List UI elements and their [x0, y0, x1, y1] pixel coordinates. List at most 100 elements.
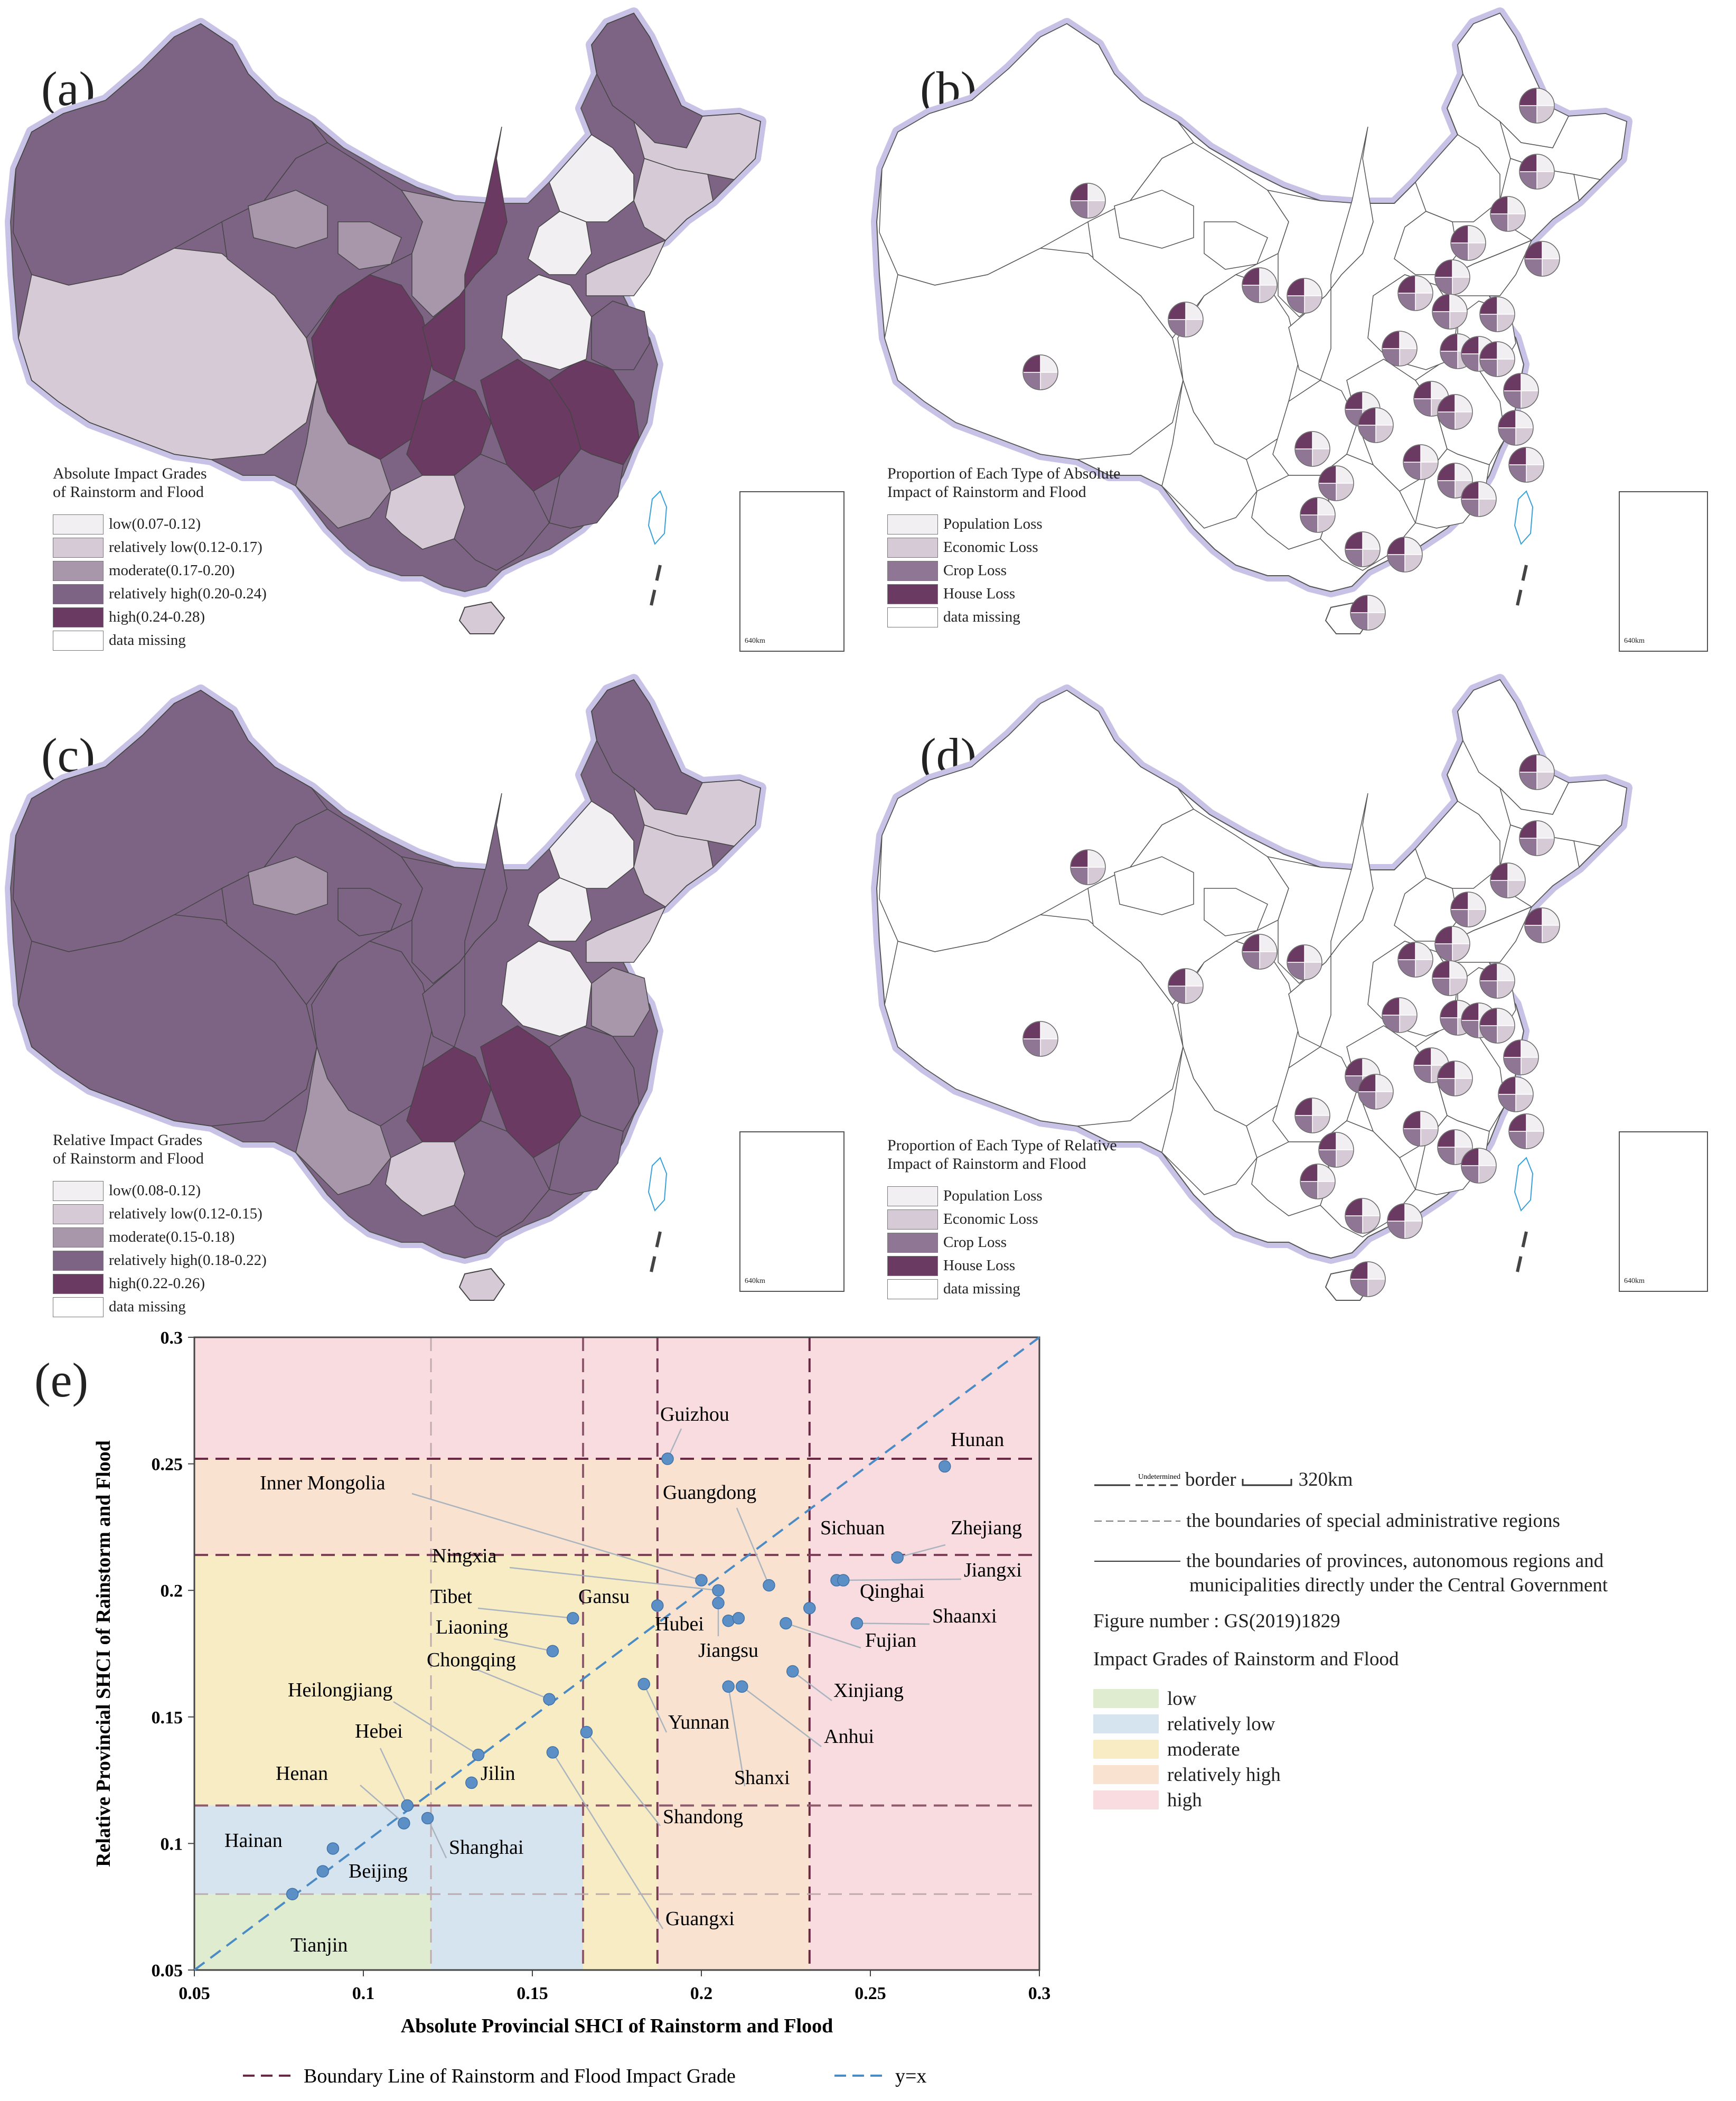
- province-pie: [1397, 942, 1433, 978]
- pie-outline: [1403, 1111, 1439, 1147]
- china-choropleth-map-a: [5, 7, 766, 634]
- scatter-point: [695, 1574, 708, 1587]
- leader-line: [586, 1731, 661, 1826]
- scatter-points: [286, 1452, 951, 1900]
- grade-band: [809, 1459, 1039, 1555]
- grade-swatch: [1093, 1790, 1159, 1809]
- legend-swatch: [53, 514, 104, 534]
- taiwan-region: [1514, 490, 1534, 545]
- y-tick-label: 0.2: [161, 1581, 183, 1601]
- undetermined-border: [1514, 565, 1528, 613]
- grade-label: relatively low: [1167, 1713, 1275, 1735]
- province-pie: [1508, 1113, 1544, 1149]
- province-region: [1288, 126, 1374, 381]
- leader-line: [360, 1785, 405, 1824]
- map-panel-c: (c) Relative Impact Grades of Rainstorm a…: [0, 667, 866, 1332]
- legend-b-title-2: Impact of Rainstorm and Flood: [887, 483, 1086, 501]
- taiwan-region: [648, 490, 668, 545]
- pie-outline: [1479, 963, 1515, 999]
- legend-a-item: relatively low(0.12-0.17): [53, 536, 267, 559]
- scatter-point: [850, 1617, 864, 1630]
- legend-label: low(0.07-0.12): [109, 515, 201, 533]
- pie-outline: [1387, 537, 1423, 573]
- legend-a-item: relatively high(0.20-0.24): [53, 583, 267, 606]
- province-pie: [1403, 444, 1439, 480]
- legend-swatch: [887, 1256, 938, 1276]
- pie-outline: [1479, 1008, 1515, 1044]
- legend-b: Proportion of Each Type of Absolute Impac…: [887, 465, 1120, 629]
- legend-label: relatively low(0.12-0.17): [109, 539, 262, 556]
- point-label: Jilin: [481, 1762, 515, 1785]
- legend-label: Population Loss: [943, 515, 1043, 533]
- point-label: Hubei: [655, 1613, 704, 1635]
- province-region: [501, 274, 592, 370]
- inset-scale-d: 640km: [1624, 1277, 1645, 1285]
- undetermined-label: Undetermined: [1138, 1473, 1180, 1481]
- pie-outline: [1070, 849, 1106, 885]
- grade-band: [809, 1555, 1039, 1806]
- scatter-point: [732, 1612, 745, 1625]
- y-tick-label: 0.1: [161, 1834, 183, 1854]
- point-label: Hunan: [951, 1429, 1004, 1451]
- scatter-point: [712, 1584, 725, 1597]
- grade-band: [431, 1337, 583, 1459]
- pie-outline: [1437, 1061, 1473, 1096]
- grade-swatch: [1093, 1765, 1159, 1784]
- grade-band: [431, 1555, 583, 1806]
- legend-label: relatively high(0.18-0.22): [109, 1252, 267, 1269]
- south-china-sea-inset-b: 640km: [1619, 491, 1708, 652]
- province-pie: [1318, 1132, 1354, 1168]
- pie-outline: [1432, 294, 1468, 330]
- province-region: [884, 914, 1184, 1127]
- pie-outline: [1519, 820, 1555, 856]
- legend-a: Absolute Impact Grades of Rainstorm and F…: [53, 465, 267, 652]
- legend-swatch: [53, 584, 104, 604]
- y-tick-label: 0.25: [152, 1455, 183, 1475]
- legend-a-item: low(0.07-0.12): [53, 513, 267, 536]
- pie-outline: [1242, 267, 1278, 303]
- scatter-point: [722, 1680, 735, 1693]
- pie-outline: [1070, 183, 1106, 219]
- legend-label: high(0.22-0.26): [109, 1275, 205, 1292]
- y-tick-label: 0.15: [152, 1708, 183, 1728]
- scatter-point: [712, 1597, 725, 1609]
- province-pie: [1382, 997, 1418, 1033]
- inset-scale-c: 640km: [745, 1277, 765, 1285]
- province-pie: [1490, 862, 1526, 898]
- point-label: Jiangxi: [964, 1559, 1022, 1581]
- point-label: Xinjiang: [833, 1680, 904, 1702]
- pie-outline: [1437, 394, 1473, 430]
- point-label: Tianjin: [290, 1934, 348, 1956]
- point-label: Guangdong: [663, 1481, 756, 1504]
- legend-label: data missing: [943, 1280, 1020, 1298]
- point-label: Hebei: [355, 1720, 403, 1742]
- legend-c-item: low(0.08-0.12): [53, 1179, 267, 1203]
- legend-label: relatively high(0.20-0.24): [109, 585, 267, 603]
- pie-outline: [1345, 531, 1381, 567]
- scatter-point: [472, 1748, 485, 1761]
- legend-swatch: [53, 631, 104, 651]
- province-pie: [1519, 820, 1555, 856]
- province-region: [1415, 801, 1500, 889]
- legend-a-item: moderate(0.17-0.20): [53, 559, 267, 583]
- pie-outline: [1503, 373, 1539, 409]
- province-pie: [1432, 960, 1468, 996]
- legend-c-item: high(0.22-0.26): [53, 1272, 267, 1296]
- leader-line: [857, 1622, 930, 1625]
- point-label: Beijing: [349, 1860, 408, 1882]
- sar-boundary-symbol: [1094, 1520, 1180, 1522]
- province-pie: [1479, 1008, 1515, 1044]
- point-label: Heilongjiang: [288, 1679, 392, 1701]
- province-pie: [1503, 373, 1539, 409]
- province-pie: [1294, 1098, 1330, 1133]
- province-pie: [1450, 892, 1486, 927]
- pie-outline: [1358, 407, 1394, 443]
- province-pie: [1345, 1198, 1381, 1234]
- pie-outline: [1022, 354, 1058, 390]
- province-pie: [1450, 225, 1486, 261]
- grade-bands: [194, 1337, 1039, 1970]
- x-tick-label: 0.1: [352, 1984, 375, 2003]
- undetermined-border: [648, 1231, 662, 1280]
- legend-label: moderate(0.17-0.20): [109, 562, 235, 579]
- pie-outline: [1287, 944, 1322, 980]
